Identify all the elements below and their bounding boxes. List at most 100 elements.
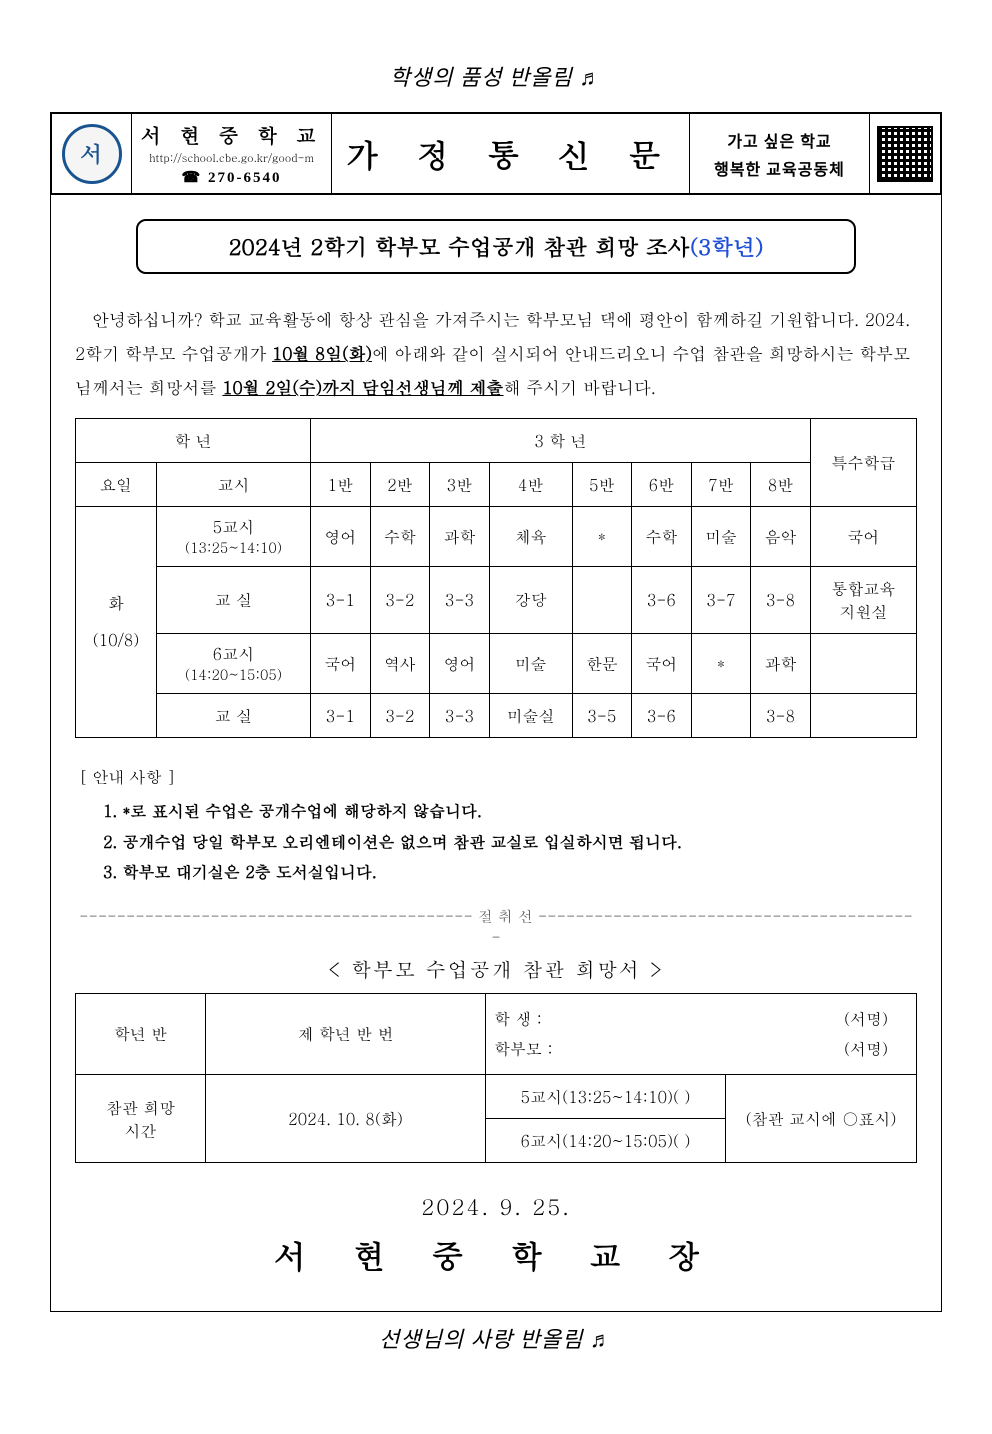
header-box: 서 서 현 중 학 교 http://school.cbe.go.kr/good…: [50, 112, 942, 195]
room-cell: 3-3: [430, 566, 490, 633]
logo-circle: 서: [62, 124, 122, 184]
subject-cell: 국어: [311, 633, 371, 693]
table-row: 참관 희망 시간 2024. 10. 8(화) 5교시(13:25~14:10)…: [76, 1075, 917, 1119]
intro-underline-1: 10월 8일(화): [272, 341, 372, 365]
signature-cell: 학 생 : (서명) 학부모 : (서명): [486, 993, 917, 1075]
subject-cell: 과학: [430, 507, 490, 567]
school-phone: ☎ 270-6540: [182, 168, 282, 187]
student-label: 학 생 :: [494, 1004, 542, 1034]
doc-title-cell: 가 정 통 신 문: [332, 114, 690, 193]
room-cell: 3-2: [370, 693, 430, 737]
grade-value: 3 학 년: [311, 419, 811, 463]
class-header: 1반: [311, 463, 371, 507]
period-time: (13:25~14:10): [161, 538, 306, 556]
table-row: 화 (10/8) 5교시 (13:25~14:10) 영어 수학 과학 체육 *…: [76, 507, 917, 567]
room-cell: 미술실: [489, 693, 572, 737]
subject-cell: *: [572, 507, 632, 567]
notice-item: 3. 학부모 대기실은 2층 도서실입니다.: [79, 857, 913, 887]
sign-label: (서명): [844, 1034, 888, 1064]
room-cell: 3-8: [751, 693, 811, 737]
subject-cell: 음악: [751, 507, 811, 567]
school-name: 서 현 중 학 교: [141, 120, 322, 149]
form-title: < 학부모 수업공개 참관 희망서 >: [75, 954, 917, 983]
subject-cell: 과학: [751, 633, 811, 693]
subject-cell: 역사: [370, 633, 430, 693]
table-row: 요일 교시 1반 2반 3반 4반 5반 6반 7반 8반: [76, 463, 917, 507]
special-cell: [810, 633, 916, 693]
day-header: 요일: [76, 463, 157, 507]
subject-cell: 미술: [691, 507, 751, 567]
logo-text: 서: [81, 138, 103, 169]
schedule-table: 학 년 3 학 년 특수학급 요일 교시 1반 2반 3반 4반 5반 6반 7…: [75, 418, 917, 738]
class-header: 6반: [632, 463, 692, 507]
special-room-cell: 통합교육 지원실: [810, 566, 916, 633]
intro-part-c: 해 주시기 바랍니다.: [504, 375, 656, 399]
notice-item: 1. *로 표시된 수업은 공개수업에 해당하지 않습니다.: [79, 796, 913, 826]
grade-header: 학 년: [76, 419, 311, 463]
form-label-class: 학년 반: [76, 993, 206, 1075]
subject-cell: 미술: [489, 633, 572, 693]
principal-signature: 서 현 중 학 교 장: [75, 1232, 917, 1277]
subtitle-accent: (3학년): [690, 231, 764, 262]
room-cell: 3-2: [370, 566, 430, 633]
class-header: 5반: [572, 463, 632, 507]
subject-cell: 영어: [311, 507, 371, 567]
special-room-cell: [810, 693, 916, 737]
document-subtitle-pill: 2024년 2학기 학부모 수업공개 참관 희망 조사(3학년): [136, 219, 856, 274]
period-name: 6교시: [161, 644, 306, 665]
slot-1: 5교시(13:25~14:10)( ): [486, 1075, 726, 1119]
period-cell: 5교시 (13:25~14:10): [156, 507, 310, 567]
table-row: 6교시 (14:20~15:05) 국어 역사 영어 미술 한문 국어 * 과학: [76, 633, 917, 693]
subject-cell: 수학: [632, 507, 692, 567]
subject-cell: 한문: [572, 633, 632, 693]
special-header: 특수학급: [810, 419, 916, 507]
subtitle-main: 2024년 2학기 학부모 수업공개 참관 희망 조사: [228, 231, 689, 262]
room-label: 교 실: [156, 566, 310, 633]
room-cell: 3-7: [691, 566, 751, 633]
school-url: http://school.cbe.go.kr/good-m: [149, 151, 314, 166]
period-cell: 6교시 (14:20~15:05): [156, 633, 310, 693]
period-header: 교시: [156, 463, 310, 507]
class-header: 7반: [691, 463, 751, 507]
table-row: 학 년 3 학 년 특수학급: [76, 419, 917, 463]
day-cell: 화 (10/8): [76, 507, 157, 738]
class-header: 4반: [489, 463, 572, 507]
room-cell: 3-8: [751, 566, 811, 633]
subject-cell: *: [691, 633, 751, 693]
room-cell: 강당: [489, 566, 572, 633]
room-cell: 3-5: [572, 693, 632, 737]
sign-label: (서명): [844, 1004, 888, 1034]
room-cell: 3-3: [430, 693, 490, 737]
subject-cell: 국어: [632, 633, 692, 693]
page: 학생의 품성 반올림 ♬ 서 서 현 중 학 교 http://school.c…: [0, 20, 992, 1414]
table-row: 교 실 3-1 3-2 3-3 강당 3-6 3-7 3-8 통합교육 지원실: [76, 566, 917, 633]
room-label: 교 실: [156, 693, 310, 737]
main-content: 2024년 2학기 학부모 수업공개 참관 희망 조사(3학년) 안녕하십니까?…: [50, 194, 942, 1312]
room-cell: [691, 693, 751, 737]
form-class-value: 제 학년 반 번: [206, 993, 486, 1075]
slogan-line-2: 행복한 교육공동체: [714, 156, 845, 180]
form-table: 학년 반 제 학년 반 번 학 생 : (서명) 학부모 : (서명) 참관 희: [75, 993, 917, 1164]
room-cell: 3-1: [311, 693, 371, 737]
intro-underline-2: 10월 2일(수)까지 담임선생님께 제출: [222, 375, 503, 399]
period-time: (14:20~15:05): [161, 665, 306, 683]
notice-block: [ 안내 사항 ] 1. *로 표시된 수업은 공개수업에 해당하지 않습니다.…: [79, 762, 913, 888]
school-info: 서 현 중 학 교 http://school.cbe.go.kr/good-m…: [132, 114, 332, 193]
class-header: 2반: [370, 463, 430, 507]
form-date: 2024. 10. 8(화): [206, 1075, 486, 1163]
day-value: 화: [80, 593, 152, 614]
cut-line: ----------------------------------------…: [75, 906, 917, 948]
table-row: 학년 반 제 학년 반 번 학 생 : (서명) 학부모 : (서명): [76, 993, 917, 1075]
date-value: (10/8): [80, 630, 152, 651]
qr-cell: [870, 114, 940, 193]
qr-code: [877, 126, 933, 182]
class-header: 8반: [751, 463, 811, 507]
table-row: 교 실 3-1 3-2 3-3 미술실 3-5 3-6 3-8: [76, 693, 917, 737]
period-name: 5교시: [161, 517, 306, 538]
notice-item: 2. 공개수업 당일 학부모 오리엔테이션은 없으며 참관 교실로 입실하시면 …: [79, 827, 913, 857]
issue-date: 2024. 9. 25.: [75, 1191, 917, 1222]
subject-cell: 체육: [489, 507, 572, 567]
room-cell: 3-1: [311, 566, 371, 633]
subject-cell: 수학: [370, 507, 430, 567]
special-cell: 국어: [810, 507, 916, 567]
